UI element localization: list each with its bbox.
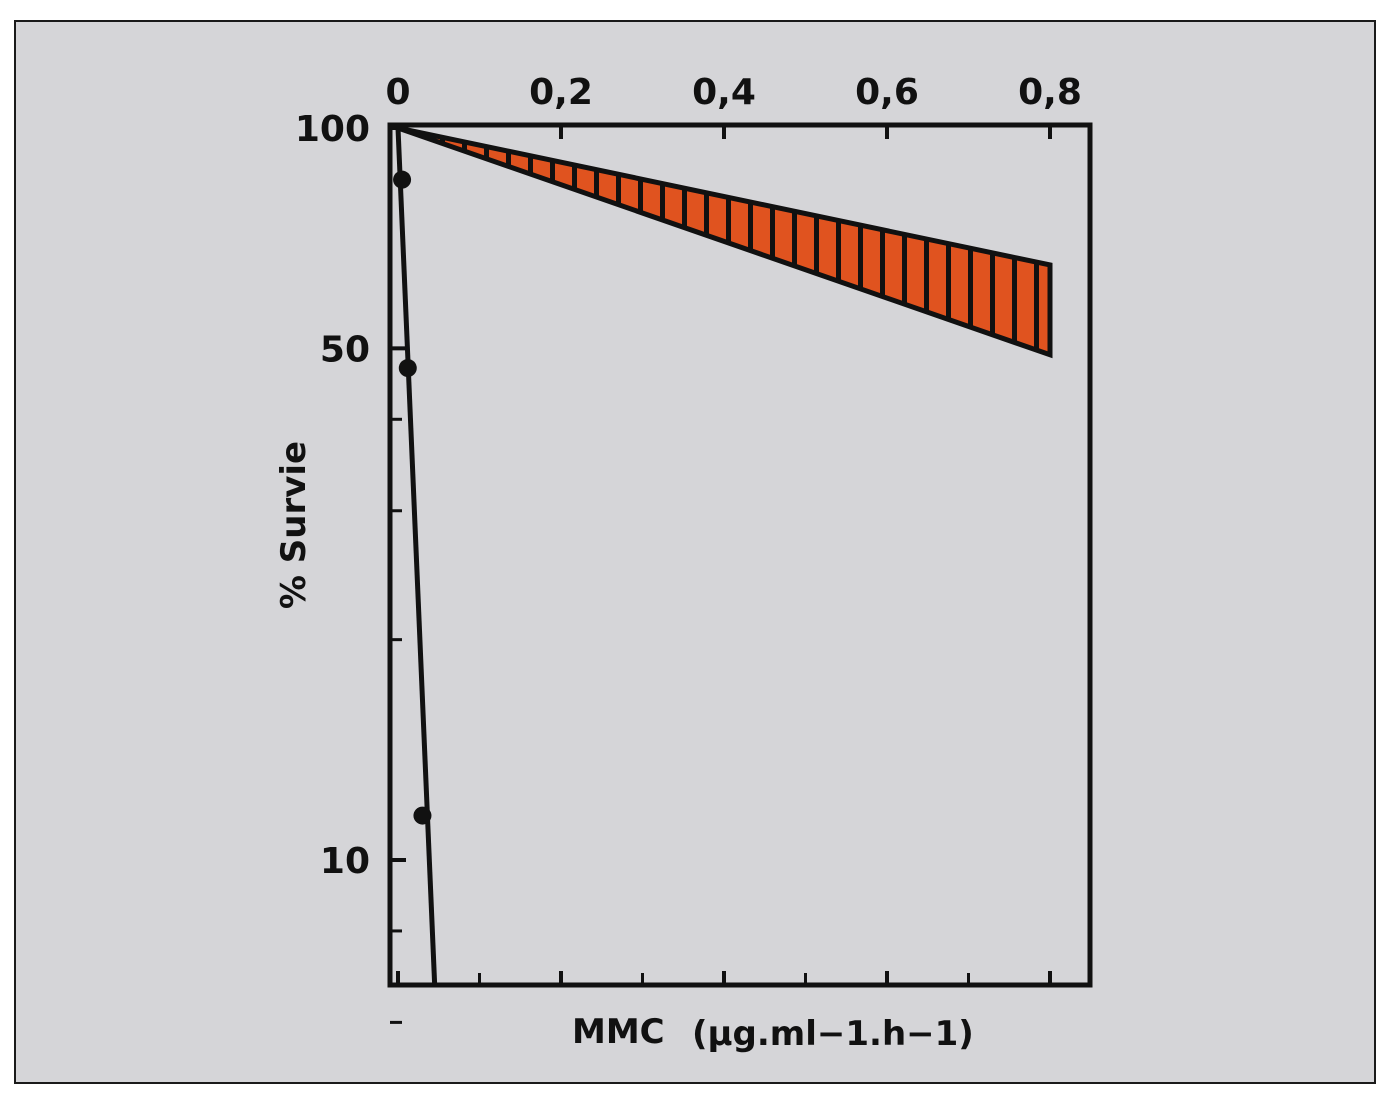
y-axis-title: % Survie (274, 441, 314, 609)
survival-band (397, 125, 1053, 359)
x-tick-label: 0,8 (1018, 72, 1082, 113)
x-tick-label: 0,6 (855, 72, 919, 113)
fit-line (395, 127, 438, 986)
series-layer (393, 127, 438, 986)
data-point (398, 359, 417, 378)
y-tick-label: 100 (295, 109, 370, 150)
tick-layer (390, 125, 1052, 1024)
x-tick-label: 0,4 (692, 72, 756, 113)
x-tick-label: 0,2 (529, 72, 593, 113)
y-tick-label: 10 (320, 841, 370, 882)
x-axis-title: MMC (572, 1012, 665, 1052)
y-tick-labels: 100 50 10 (295, 109, 370, 882)
data-point (413, 806, 432, 825)
x-axis-unit: (µg.ml−1.h−1) (692, 1014, 974, 1054)
plot-frame (387, 122, 1093, 988)
y-tick-label: 50 (320, 329, 370, 370)
shaded-band-layer (397, 125, 1053, 359)
x-tick-label: 0 (385, 72, 410, 113)
x-tick-labels: 0 0,2 0,4 0,6 0,8 (385, 72, 1081, 113)
data-point (393, 170, 412, 189)
